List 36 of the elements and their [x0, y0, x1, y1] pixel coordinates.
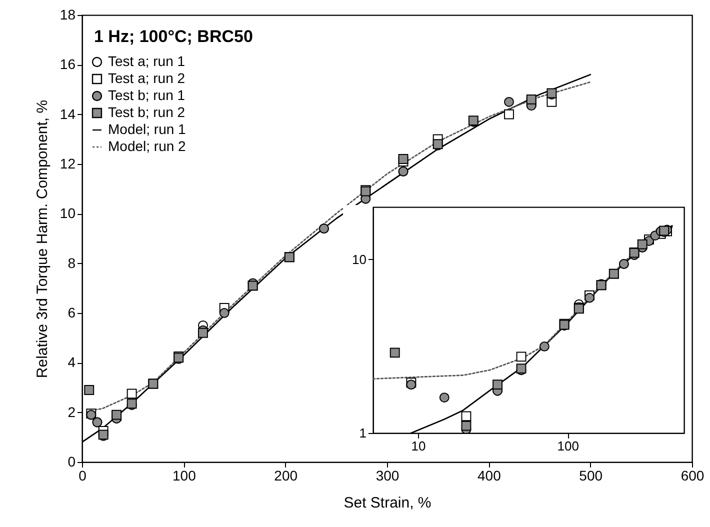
- x-tick-label: 100: [172, 468, 196, 484]
- y-tick-label: 2: [68, 404, 76, 420]
- x-tick-label: 500: [579, 468, 603, 484]
- y-tick-label: 10: [60, 205, 76, 222]
- point: [126, 388, 137, 399]
- point: [526, 94, 536, 104]
- x-tick-label: 600: [680, 468, 704, 484]
- legend-label: Test b; run 2: [108, 104, 186, 120]
- point: [84, 385, 94, 395]
- x-axis-title: Set Strain, %: [344, 494, 432, 512]
- text: 1 Hz; 100°C; BRC50: [94, 27, 253, 46]
- point: [219, 308, 230, 318]
- point: [398, 154, 408, 164]
- legend-label: Model; run 1: [108, 121, 186, 137]
- y-tick-label: 6: [68, 304, 76, 320]
- y-tick-label: 18: [60, 6, 76, 22]
- legend-label: Test b; run 1: [108, 87, 186, 103]
- x-tick-label: 200: [274, 468, 298, 484]
- y-tick-label: 16: [60, 56, 76, 72]
- point: [504, 109, 514, 120]
- legend-label: Test a; run 1: [108, 53, 186, 69]
- x-tick-label: 400: [477, 468, 502, 484]
- legend-label: Test a; run 2: [108, 70, 186, 86]
- y-tick-label: 8: [68, 254, 76, 271]
- x-tick-label: 300: [376, 468, 400, 484]
- y-tick-label: 0: [68, 454, 76, 470]
- x-tick-label: 100: [557, 438, 579, 454]
- x-tick-label: 0: [78, 468, 87, 484]
- y-tick-label: 4: [68, 354, 76, 370]
- y-tick-label: 14: [60, 106, 76, 122]
- y-tick-label: 1: [359, 426, 366, 440]
- y-axis-title: Relative 3rd Torque Harm. Component, %: [34, 100, 51, 378]
- y-tick-label: 12: [60, 156, 76, 172]
- point: [504, 96, 514, 107]
- point: [198, 328, 208, 338]
- legend-label: Model; run 2: [108, 138, 186, 154]
